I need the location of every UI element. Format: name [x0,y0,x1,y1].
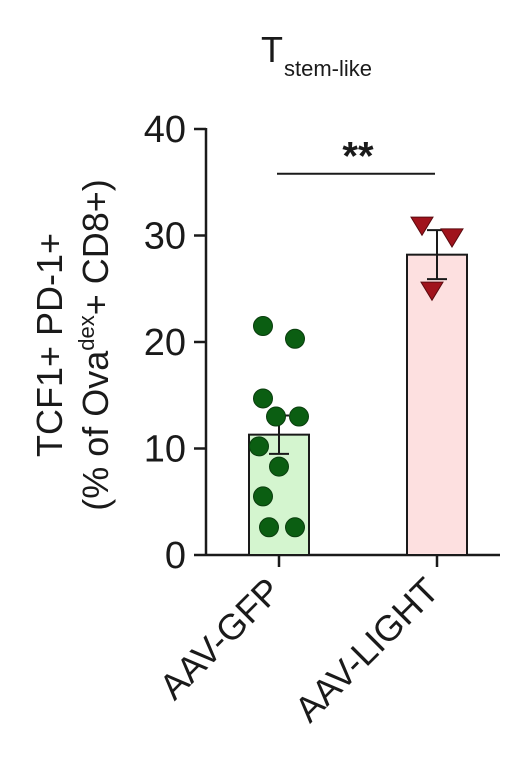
y-axis-label-line1: TCF1+ PD-1+ [29,233,70,457]
y-tick-label: 40 [144,109,186,151]
bars [248,229,468,556]
data-points [249,216,464,538]
data-point [266,406,286,427]
data-point [269,456,289,477]
y-axis-label-line2: (% of Ovadex+ CD8+) [74,179,116,511]
y-axis: 0 10 20 30 40 [144,109,208,577]
data-point [253,486,273,507]
bar [406,253,468,556]
y-axis-label-line2-post: + CD8+) [75,179,116,315]
data-point [249,436,269,457]
y-axis-label-line1-text: TCF1+ PD-1+ [29,233,70,457]
data-point [285,517,305,538]
data-point [253,316,273,337]
data-point [420,281,444,302]
data-point [259,517,279,538]
x-tick-label: AAV-LIGHT [287,570,447,730]
significance-label: ** [342,135,374,179]
chart-title-subscript: stem-like [284,56,372,81]
data-point [440,228,464,248]
data-point [253,388,273,409]
y-tick-label: 10 [144,429,186,471]
y-tick-label: 0 [165,535,186,577]
data-point [410,216,434,237]
y-axis-label-line2-pre: (% of Ova [75,350,116,511]
y-axis-label-line2-sup: dex [74,315,99,350]
y-axis-label: TCF1+ PD-1+ (% of Ovadex+ CD8+) [29,179,116,511]
y-tick-label: 30 [144,216,186,258]
data-point [285,328,305,349]
data-point [289,406,309,427]
x-tick-label: AAV-GFP [151,570,288,707]
chart-title-main: T [261,29,283,70]
chart-title: T stem-like [261,29,372,81]
y-tick-label: 20 [144,322,186,364]
significance-bracket: ** [277,135,435,179]
